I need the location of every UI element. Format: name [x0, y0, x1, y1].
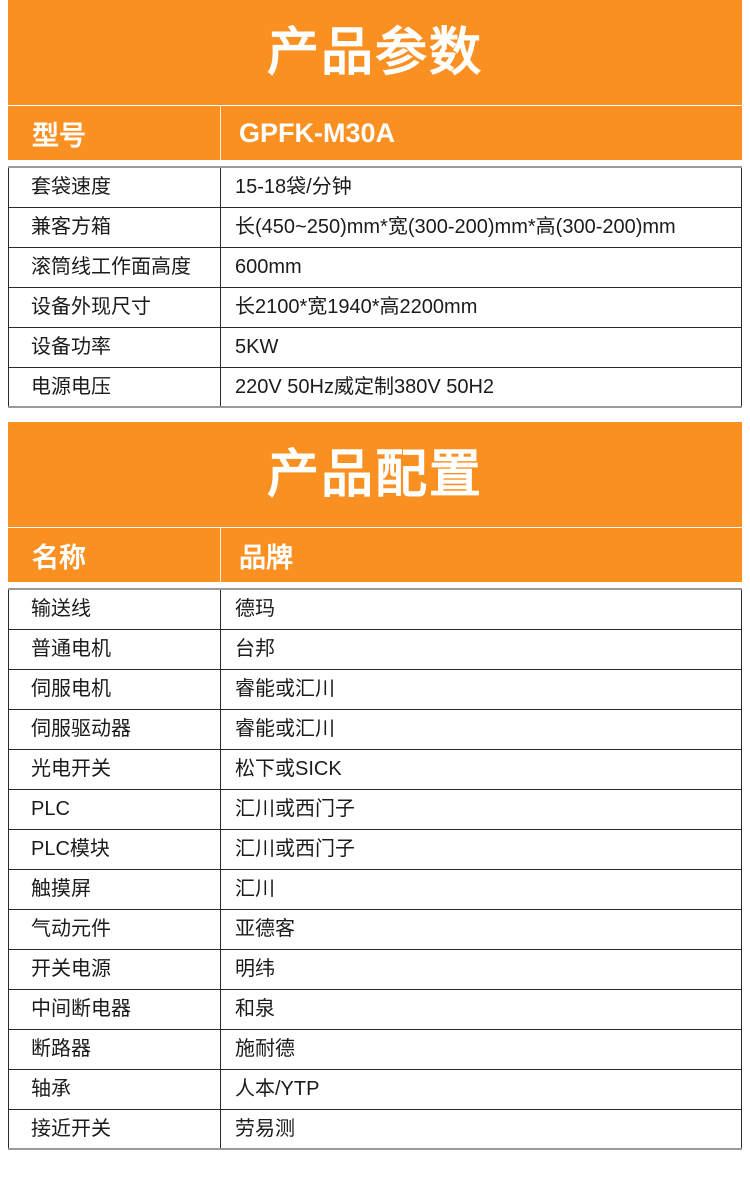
table-row: 滚筒线工作面高度 600mm [8, 246, 742, 288]
table-row: 电源电压 220V 50Hz威定制380V 50H2 [8, 366, 742, 408]
config-brand: 明纬 [220, 948, 742, 990]
banner-product-configuration: 产品配置 [8, 422, 742, 527]
table-row: 设备功率 5KW [8, 326, 742, 368]
param-value: 600mm [220, 246, 742, 288]
config-brand: 汇川或西门子 [220, 828, 742, 870]
spacer-between-sections [8, 408, 742, 422]
config-brand: 松下或SICK [220, 748, 742, 790]
param-key: 设备功率 [8, 326, 221, 368]
param-key: 兼客方箱 [8, 206, 221, 248]
banner-title-product-parameters: 产品参数 [266, 23, 483, 82]
config-name: PLC模块 [8, 828, 221, 870]
table-row: 普通电机 台邦 [8, 628, 742, 670]
config-name: 普通电机 [8, 628, 221, 670]
param-value: 15-18袋/分钟 [220, 166, 742, 208]
table-product-configuration: 输送线 德玛 普通电机 台邦 伺服电机 睿能或汇川 伺服驱动器 睿能或汇川 光电… [8, 588, 742, 1150]
table-row: PLC 汇川或西门子 [8, 788, 742, 830]
param-value: 长2100*宽1940*高2200mm [220, 286, 742, 328]
config-name: PLC [8, 788, 221, 830]
table-row: 触摸屏 汇川 [8, 868, 742, 910]
config-brand: 和泉 [220, 988, 742, 1030]
config-name: 中间断电器 [8, 988, 221, 1030]
table-row: 轴承 人本/YTP [8, 1068, 742, 1110]
config-name: 伺服电机 [8, 668, 221, 710]
table-product-parameters: 套袋速度 15-18袋/分钟 兼客方箱 长(450~250)mm*宽(300-2… [8, 166, 742, 408]
config-brand: 台邦 [220, 628, 742, 670]
config-brand: 汇川 [220, 868, 742, 910]
section-product-configuration: 产品配置 名称 品牌 输送线 德玛 普通电机 台邦 伺服电机 睿能或汇川 [8, 422, 742, 1150]
table-row: PLC模块 汇川或西门子 [8, 828, 742, 870]
config-brand: 汇川或西门子 [220, 788, 742, 830]
config-name: 断路器 [8, 1028, 221, 1070]
param-value: 长(450~250)mm*宽(300-200)mm*高(300-200)mm [220, 206, 742, 248]
param-value: 220V 50Hz威定制380V 50H2 [220, 366, 742, 408]
table-row: 输送线 德玛 [8, 588, 742, 630]
table-row: 设备外现尺寸 长2100*宽1940*高2200mm [8, 286, 742, 328]
header-row-model: 型号 GPFK-M30A [8, 105, 742, 160]
config-brand: 睿能或汇川 [220, 708, 742, 750]
config-name: 输送线 [8, 588, 221, 630]
param-value: 5KW [220, 326, 742, 368]
table-row: 接近开关 劳易测 [8, 1108, 742, 1150]
param-key: 套袋速度 [8, 166, 221, 208]
banner-product-parameters: 产品参数 [8, 0, 742, 105]
config-brand: 施耐德 [220, 1028, 742, 1070]
table-row: 伺服电机 睿能或汇川 [8, 668, 742, 710]
config-brand: 睿能或汇川 [220, 668, 742, 710]
section-product-parameters: 产品参数 型号 GPFK-M30A 套袋速度 15-18袋/分钟 兼客方箱 长(… [8, 0, 742, 408]
config-name: 接近开关 [8, 1108, 221, 1150]
config-name: 伺服驱动器 [8, 708, 221, 750]
table-row: 中间断电器 和泉 [8, 988, 742, 1030]
param-key: 电源电压 [8, 366, 221, 408]
config-brand: 亚德客 [220, 908, 742, 950]
table-row: 开关电源 明纬 [8, 948, 742, 990]
header-cell-brand: 品牌 [220, 528, 742, 582]
table-row: 断路器 施耐德 [8, 1028, 742, 1070]
header-row-configuration: 名称 品牌 [8, 527, 742, 582]
table-row: 套袋速度 15-18袋/分钟 [8, 166, 742, 208]
config-brand: 人本/YTP [220, 1068, 742, 1110]
header-cell-model-value: GPFK-M30A [220, 106, 742, 160]
header-cell-model-label: 型号 [32, 120, 86, 151]
table-row: 伺服驱动器 睿能或汇川 [8, 708, 742, 750]
param-key: 滚筒线工作面高度 [8, 246, 221, 288]
banner-title-product-configuration: 产品配置 [266, 445, 483, 504]
config-name: 光电开关 [8, 748, 221, 790]
config-brand: 劳易测 [220, 1108, 742, 1150]
table-row: 光电开关 松下或SICK [8, 748, 742, 790]
header-cell-name: 名称 [32, 542, 86, 573]
table-row: 兼客方箱 长(450~250)mm*宽(300-200)mm*高(300-200… [8, 206, 742, 248]
config-name: 触摸屏 [8, 868, 221, 910]
config-name: 气动元件 [8, 908, 221, 950]
config-name: 开关电源 [8, 948, 221, 990]
table-row: 气动元件 亚德客 [8, 908, 742, 950]
config-name: 轴承 [8, 1068, 221, 1110]
param-key: 设备外现尺寸 [8, 286, 221, 328]
config-brand: 德玛 [220, 588, 742, 630]
